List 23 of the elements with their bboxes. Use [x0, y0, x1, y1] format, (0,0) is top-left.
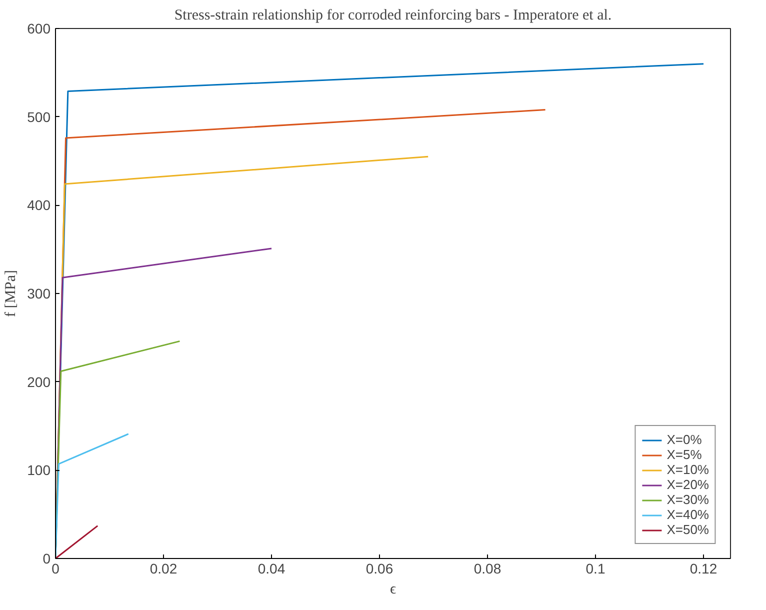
- legend-label: X=40%: [666, 507, 709, 522]
- chart-title: Stress-strain relationship for corroded reinforcing bars - Imperatore et al.: [174, 8, 612, 24]
- y-tick-label: 0: [42, 550, 51, 566]
- legend-label: X=50%: [666, 522, 709, 537]
- y-axis-title: f [MPa]: [3, 270, 20, 318]
- y-tick-label: 200: [27, 374, 51, 390]
- x-tick-label: 0.08: [474, 560, 502, 576]
- y-tick-label: 400: [27, 197, 51, 214]
- y-tick-label: 500: [27, 108, 51, 125]
- legend-label: X=0%: [666, 432, 702, 447]
- y-tick-label: 100: [27, 462, 51, 478]
- legend-label: X=20%: [666, 477, 709, 492]
- y-tick-label: 300: [27, 286, 51, 302]
- legend-label: X=5%: [666, 447, 702, 462]
- legend-label: X=10%: [666, 462, 709, 477]
- y-tick-label: 600: [27, 20, 51, 36]
- x-tick-label: 0.04: [258, 560, 286, 576]
- x-axis-title: ϵ: [390, 582, 396, 598]
- x-tick-label: 0.1: [586, 560, 606, 576]
- x-tick-label: 0.06: [366, 560, 394, 576]
- x-tick-label: 0.02: [150, 560, 178, 576]
- legend-label: X=30%: [666, 492, 709, 507]
- x-tick-label: 0.12: [690, 560, 718, 576]
